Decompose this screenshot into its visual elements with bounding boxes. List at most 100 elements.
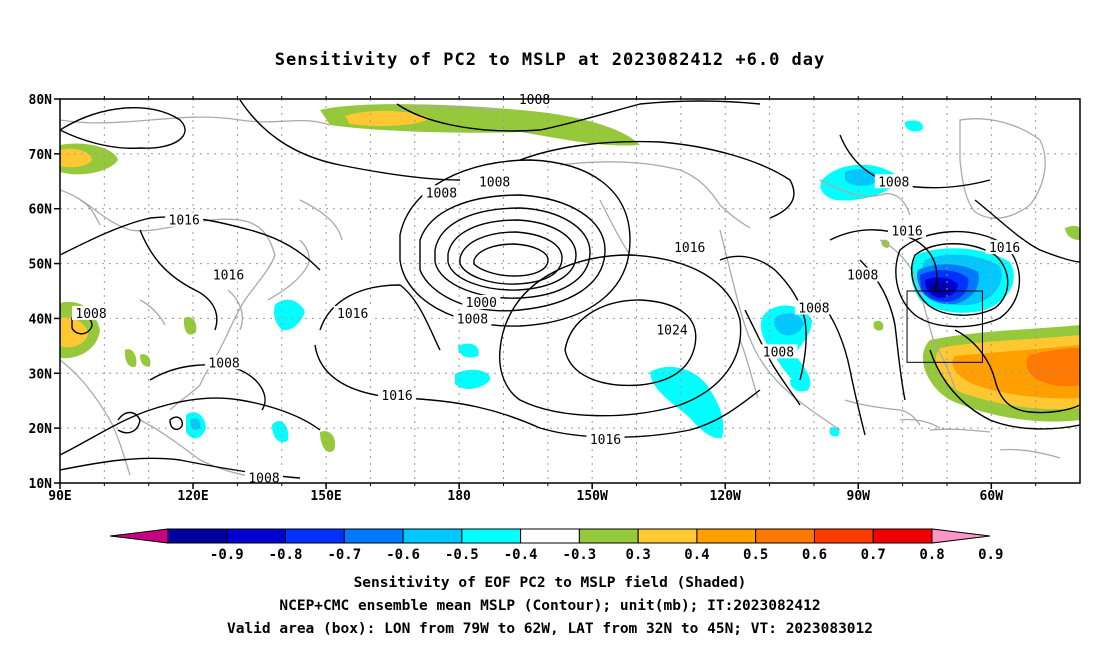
contour-label: 1008 (878, 175, 909, 190)
contour-1024-high (564, 299, 697, 387)
contour-label-bg (462, 294, 501, 309)
colorbar-swatch (343, 528, 404, 544)
coast-arctic (399, 105, 501, 113)
colorbar-swatch (813, 528, 874, 544)
shade-pos-india-core (60, 317, 88, 348)
lat-tick-label: 10N (29, 477, 53, 492)
coast-scattered2 (139, 299, 166, 326)
shade-neg-sw (790, 376, 809, 392)
contour-label: 1008 (519, 93, 550, 108)
contour-1016-west (60, 216, 321, 271)
contour-label-bg (72, 305, 111, 320)
lon-tick-label: 120W (710, 489, 741, 504)
contour-1008-ring-outer (399, 159, 631, 327)
contour-label-bg (670, 240, 709, 255)
colorbar-min-triangle (109, 528, 169, 544)
coast-scattered3 (999, 448, 1061, 459)
colorbar-max-triangle (931, 528, 991, 544)
contour-label-bg (453, 311, 492, 326)
contour-label: 1008 (798, 301, 829, 316)
colorbar-label: 0.8 (919, 547, 944, 563)
shade-pos-china2 (124, 349, 137, 368)
shade-neg-atl-6 (929, 282, 950, 295)
contour-label: 1016 (169, 214, 200, 229)
shade-neg-gulf (829, 427, 840, 437)
contour-label: 1008 (847, 269, 878, 284)
contour-atl-ring (911, 243, 1009, 316)
contour-label: 1016 (891, 225, 922, 240)
colorbar-swatch (578, 528, 639, 544)
valid-area-box (906, 290, 983, 363)
contour-label: 1024 (656, 323, 687, 338)
lat-tick-label: 60N (29, 203, 53, 218)
caption-line-2: NCEP+CMC ensemble mean MSLP (Contour); u… (279, 598, 821, 614)
contour-label: 1016 (590, 433, 621, 448)
longitude-axis: 90E 120E 150E 180 150W 120W 90W 60W (48, 96, 1037, 504)
contour-atl-ring-2 (895, 230, 1021, 328)
contour-label-bg (843, 267, 882, 282)
contour-1016-mid (139, 229, 218, 331)
contour-labels: 1008 1008 1008 1008 1016 1016 1016 1016 1016 1016… (72, 92, 1024, 487)
colorbar-swatch (520, 528, 580, 544)
lat-tick-label: 80N (29, 93, 53, 108)
contour-label-bg (794, 300, 833, 315)
shade-neg-pac-east3 (455, 369, 491, 389)
shade-pos-pacific (320, 431, 336, 452)
colorbar-swatch (461, 528, 522, 544)
shade-neg-pac-west (272, 420, 289, 443)
contour-gulf (819, 299, 866, 436)
coast-na-hudson (819, 179, 911, 216)
contour-label-bg (333, 305, 372, 320)
coast-seasia (139, 419, 261, 479)
coast-na-west (719, 229, 841, 431)
contour-1008-sea (149, 364, 266, 411)
contour-1000-ring-4 (459, 231, 563, 285)
contour-label: 1008 (248, 472, 279, 487)
shade-neg-arctic-cyan (904, 120, 923, 132)
contour-1008-pac-south (60, 397, 321, 456)
shade-pos-china (183, 316, 197, 335)
contour-label: 1016 (213, 269, 244, 284)
contour-label: 1008 (75, 307, 106, 322)
colorbar-label: 0.7 (861, 547, 886, 563)
contour-label: 1016 (989, 241, 1020, 256)
shade-pos-arctic-core (345, 110, 430, 126)
coast-cuba (899, 418, 941, 429)
coast-japan (267, 239, 310, 301)
contour-1008-na (744, 309, 801, 406)
coast-gulf (844, 399, 921, 426)
colorbar-label: -0.4 (504, 547, 538, 563)
coast-bering (599, 199, 631, 256)
colorbar-label: 0.5 (743, 547, 768, 563)
colorbar-label: -0.7 (327, 547, 361, 563)
colorbar-swatch (226, 528, 287, 544)
shade-pos-asia-nw-core (60, 148, 92, 168)
contour-label-bg (378, 388, 417, 403)
coast-baja (739, 339, 759, 399)
contour-1008-north (60, 106, 186, 149)
contour-label-bg (874, 174, 913, 189)
colorbar-swatch (285, 528, 345, 544)
shade-pos-atlantic-green2 (1065, 225, 1080, 240)
coast-korea (227, 289, 243, 331)
coast-asia-north (60, 116, 331, 126)
contour-label-bg (653, 322, 691, 337)
coastlines (60, 105, 1061, 479)
contour-label-bg (475, 174, 514, 189)
colorbar-label: -0.3 (563, 547, 597, 563)
colorbar-label: -0.8 (269, 547, 303, 563)
lat-lon-grid (60, 99, 1080, 483)
coast-caribbean (929, 428, 991, 433)
contour-1000-ring-3 (447, 219, 577, 291)
contour-label: 1016 (337, 307, 368, 322)
contour-1000-ring-2 (434, 207, 591, 299)
colorbar-swatch (872, 528, 933, 544)
lon-tick-label: 150W (577, 489, 608, 504)
map-frame (59, 98, 1081, 484)
lon-tick-label: 120E (177, 489, 208, 504)
colorbar-label: 0.4 (684, 547, 709, 563)
shade-pos-atlantic-red (1026, 348, 1080, 387)
contour-label-bg (245, 470, 283, 485)
contour-label: 1016 (674, 241, 705, 256)
